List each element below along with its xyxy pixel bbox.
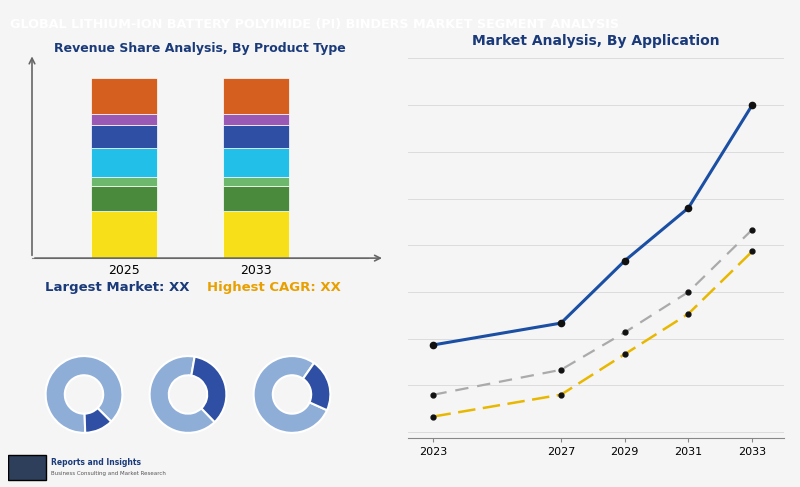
Title: Market Analysis, By Application: Market Analysis, By Application — [472, 34, 720, 48]
Bar — [223, 148, 289, 177]
Bar — [91, 125, 157, 148]
Wedge shape — [191, 356, 226, 422]
Text: Reports and Insights: Reports and Insights — [51, 458, 141, 467]
Wedge shape — [85, 408, 111, 433]
Bar — [223, 78, 289, 114]
Wedge shape — [254, 356, 327, 433]
Bar — [91, 186, 157, 211]
Bar — [223, 114, 289, 125]
FancyBboxPatch shape — [8, 455, 46, 480]
Bar — [223, 125, 289, 148]
Bar — [91, 78, 157, 114]
Bar — [91, 148, 157, 177]
Text: Business Consulting and Market Research: Business Consulting and Market Research — [51, 471, 166, 476]
Wedge shape — [303, 363, 330, 410]
Text: GLOBAL LITHIUM-ION BATTERY POLYIMIDE (PI) BINDERS MARKET SEGMENT ANALYSIS: GLOBAL LITHIUM-ION BATTERY POLYIMIDE (PI… — [10, 18, 619, 31]
Bar — [223, 177, 289, 186]
Bar — [223, 186, 289, 211]
Wedge shape — [150, 356, 214, 433]
Title: Revenue Share Analysis, By Product Type: Revenue Share Analysis, By Product Type — [54, 42, 346, 55]
Text: Largest Market: XX: Largest Market: XX — [46, 281, 190, 294]
Bar — [223, 211, 289, 258]
Bar — [91, 177, 157, 186]
Bar — [91, 211, 157, 258]
Text: Highest CAGR: XX: Highest CAGR: XX — [206, 281, 341, 294]
Bar — [91, 114, 157, 125]
Wedge shape — [46, 356, 122, 433]
